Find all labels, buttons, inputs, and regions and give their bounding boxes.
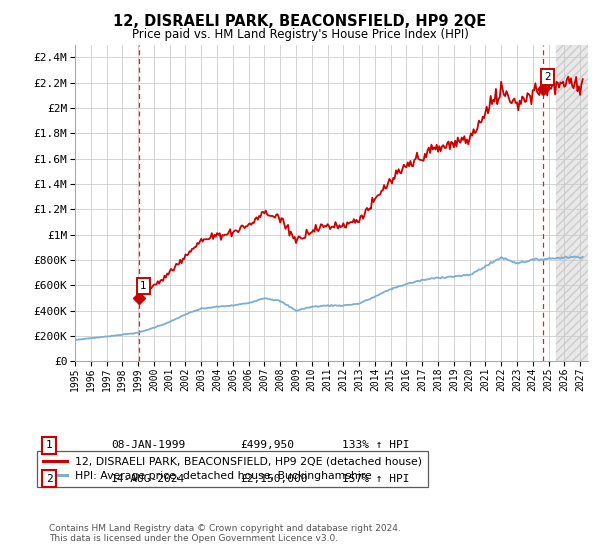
Text: Price paid vs. HM Land Registry's House Price Index (HPI): Price paid vs. HM Land Registry's House … <box>131 28 469 41</box>
Text: Contains HM Land Registry data © Crown copyright and database right 2024.
This d: Contains HM Land Registry data © Crown c… <box>49 524 401 543</box>
Text: £499,950: £499,950 <box>240 440 294 450</box>
Bar <box>556 45 588 361</box>
Text: 14-AUG-2024: 14-AUG-2024 <box>111 474 185 484</box>
Text: 1: 1 <box>46 440 53 450</box>
Text: 08-JAN-1999: 08-JAN-1999 <box>111 440 185 450</box>
Text: 12, DISRAELI PARK, BEACONSFIELD, HP9 2QE: 12, DISRAELI PARK, BEACONSFIELD, HP9 2QE <box>113 14 487 29</box>
Text: 1: 1 <box>140 281 147 291</box>
Legend: 12, DISRAELI PARK, BEACONSFIELD, HP9 2QE (detached house), HPI: Average price, d: 12, DISRAELI PARK, BEACONSFIELD, HP9 2QE… <box>37 451 428 487</box>
Text: 133% ↑ HPI: 133% ↑ HPI <box>342 440 409 450</box>
Bar <box>556 45 588 361</box>
Text: 2: 2 <box>46 474 53 484</box>
Text: 157% ↑ HPI: 157% ↑ HPI <box>342 474 409 484</box>
Text: £2,150,000: £2,150,000 <box>240 474 308 484</box>
Text: 2: 2 <box>544 72 551 82</box>
